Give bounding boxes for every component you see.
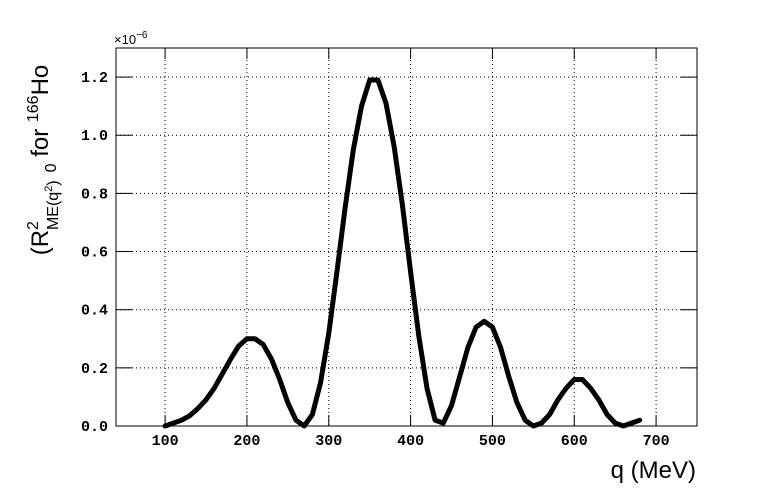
x-tick-label: 600	[561, 433, 588, 450]
y-label-sub: 0	[43, 163, 60, 172]
x-tick-label: 300	[315, 433, 342, 450]
y-multiplier: ×10−6	[114, 30, 148, 47]
y-label-sub: ME(q	[45, 192, 62, 230]
y-label-subsup: 2	[43, 186, 55, 192]
x-tick-label: 700	[643, 433, 670, 450]
y-tick-label: 0.2	[81, 361, 108, 378]
x-axis-label: q (MeV)	[611, 457, 696, 484]
y-tick-label: 0.6	[81, 245, 108, 262]
y-label-part: for	[27, 122, 54, 163]
x-tick-label: 400	[397, 433, 424, 450]
y-label-part: (R	[27, 230, 54, 255]
y-tick-label: 0.8	[81, 186, 108, 203]
y-tick-label: 0.4	[81, 303, 108, 320]
x-tick-label: 200	[233, 433, 260, 450]
curve	[162, 77, 643, 429]
plot-frame	[115, 47, 698, 427]
y-tick-label: 0.0	[81, 419, 108, 436]
multiplier-base: ×10	[114, 32, 136, 47]
y-label-part: Ho	[27, 65, 54, 96]
x-tick-label: 100	[152, 433, 179, 450]
y-tick-label: 1.2	[81, 70, 108, 87]
y-label-sub: )	[45, 180, 62, 185]
x-tick-label: 500	[479, 433, 506, 450]
y-label-sup: 166	[25, 95, 42, 122]
y-label-sup: 2	[25, 221, 42, 230]
y-tick-label: 1.0	[81, 128, 108, 145]
multiplier-exp: −6	[136, 30, 148, 41]
